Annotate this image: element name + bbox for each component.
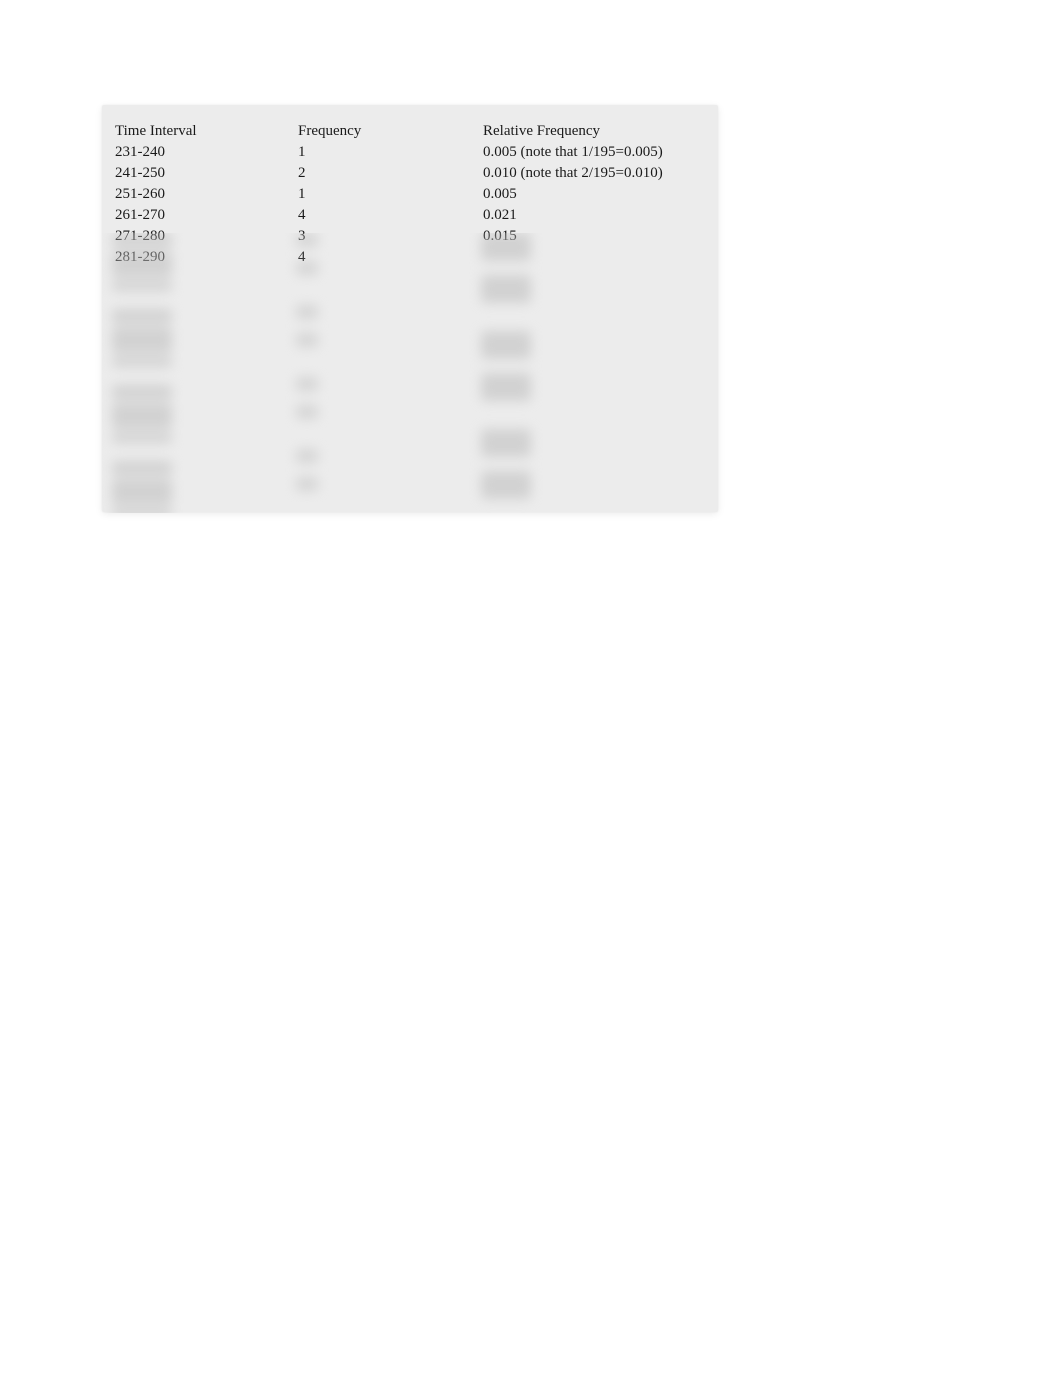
table-cell: 1 xyxy=(298,143,483,164)
table-cell: 261-270 xyxy=(115,206,298,227)
table-cell: 4 xyxy=(298,206,483,227)
table-cell: 0.010 (note that 2/195=0.010) xyxy=(483,164,731,185)
table-cell: 0.021 xyxy=(483,206,731,227)
blurred-column xyxy=(481,233,531,513)
table-cell: 251-260 xyxy=(115,185,298,206)
blurred-column xyxy=(112,233,172,513)
table-cell: 231-240 xyxy=(115,143,298,164)
table-cell: 1 xyxy=(298,185,483,206)
blurred-column xyxy=(296,233,318,513)
table-cell: 241-250 xyxy=(115,164,298,185)
table-cell: 2 xyxy=(298,164,483,185)
blurred-content-region xyxy=(102,233,718,513)
col-header-time-interval: Time Interval xyxy=(115,122,298,143)
col-header-frequency: Frequency xyxy=(298,122,483,143)
table-cell: 0.005 xyxy=(483,185,731,206)
col-header-relative-frequency: Relative Frequency xyxy=(483,122,731,143)
table-panel: Time Interval Frequency Relative Frequen… xyxy=(102,105,718,512)
table-cell: 0.005 (note that 1/195=0.005) xyxy=(483,143,731,164)
